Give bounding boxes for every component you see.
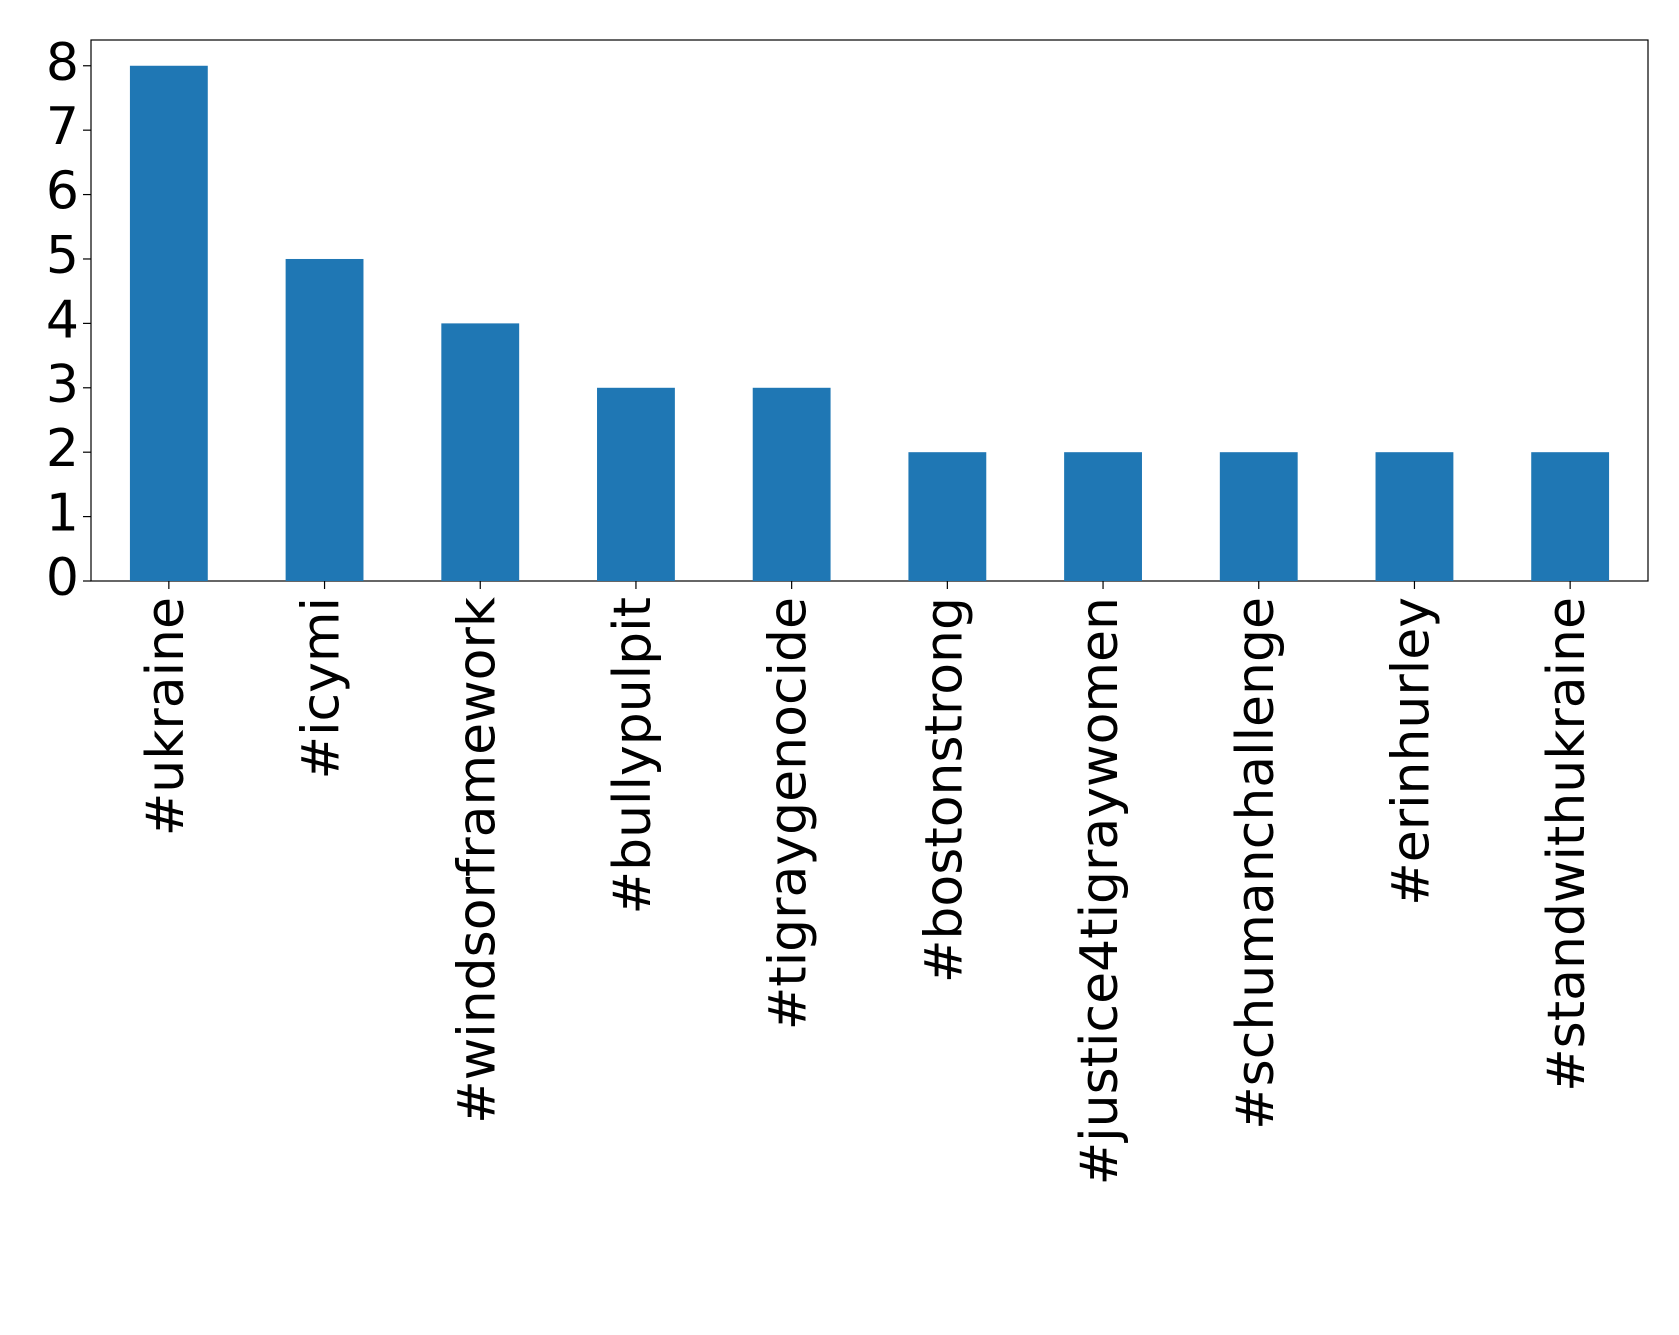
- bar: [1064, 452, 1142, 581]
- y-tick-label: 0: [46, 548, 79, 608]
- y-tick-label: 3: [46, 355, 79, 415]
- x-tick-label: #windsorframework: [447, 597, 507, 1124]
- x-tick-label: #tigraygenocide: [759, 597, 819, 1030]
- x-tick-label: #bullypulpit: [603, 597, 663, 914]
- bar: [441, 323, 520, 581]
- bar: [1375, 452, 1454, 581]
- x-tick-label: #standwithukraine: [1537, 597, 1597, 1092]
- y-tick-label: 1: [46, 484, 79, 544]
- y-tick-label: 6: [46, 162, 79, 222]
- bar: [1531, 452, 1610, 581]
- y-tick-label: 8: [46, 33, 79, 93]
- y-tick-label: 4: [46, 290, 79, 350]
- x-tick-label: #schumanchallenge: [1226, 597, 1286, 1130]
- x-tick-label: #bostonstrong: [914, 597, 974, 983]
- bar: [908, 452, 987, 581]
- y-tick-label: 2: [46, 419, 79, 479]
- bar: [129, 65, 208, 581]
- bar: [1219, 452, 1298, 581]
- bar: [597, 387, 675, 581]
- bar: [285, 258, 364, 581]
- y-tick-label: 5: [46, 226, 79, 286]
- bar: [752, 387, 831, 581]
- x-tick-label: #ukraine: [136, 597, 196, 836]
- x-tick-label: #icymi: [292, 597, 352, 779]
- x-tick-label: #justice4tigraywomen: [1070, 597, 1130, 1185]
- plot-frame: [90, 39, 1649, 582]
- y-tick-label: 7: [46, 97, 79, 157]
- x-tick-label: #erinhurley: [1381, 597, 1441, 906]
